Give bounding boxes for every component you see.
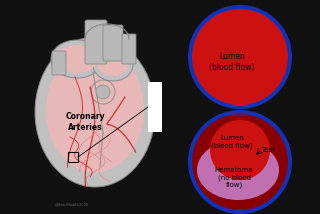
FancyBboxPatch shape <box>52 51 66 75</box>
Circle shape <box>210 120 270 180</box>
Circle shape <box>192 9 288 105</box>
Circle shape <box>188 110 292 214</box>
Ellipse shape <box>35 37 155 187</box>
FancyBboxPatch shape <box>122 34 136 64</box>
Ellipse shape <box>46 48 144 172</box>
Circle shape <box>192 114 288 210</box>
Ellipse shape <box>57 45 97 73</box>
Text: Lumen
(blood flow): Lumen (blood flow) <box>209 52 255 72</box>
Text: Hematoma
(no blood
flow): Hematoma (no blood flow) <box>215 168 253 189</box>
Text: Lumen
(blood flow): Lumen (blood flow) <box>211 135 253 149</box>
FancyBboxPatch shape <box>85 20 107 64</box>
Ellipse shape <box>98 54 128 76</box>
Text: @HeartHealth2000: @HeartHealth2000 <box>55 202 89 206</box>
Circle shape <box>96 85 110 99</box>
Bar <box>148 82 162 132</box>
Text: Coronary
Arteries: Coronary Arteries <box>65 112 105 132</box>
Ellipse shape <box>51 40 103 78</box>
Circle shape <box>188 5 292 109</box>
Ellipse shape <box>93 49 133 81</box>
FancyBboxPatch shape <box>103 25 123 61</box>
Ellipse shape <box>197 140 279 200</box>
Bar <box>68 152 78 162</box>
Text: Tear: Tear <box>261 147 275 153</box>
